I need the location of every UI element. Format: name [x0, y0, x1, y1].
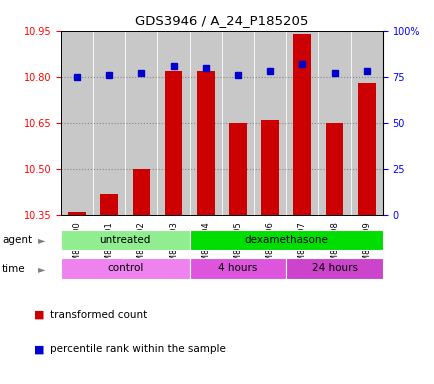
Bar	[189, 230, 382, 250]
Text: 24 hours: 24 hours	[311, 263, 357, 273]
Bar	[189, 258, 286, 279]
FancyBboxPatch shape	[189, 31, 221, 215]
Bar	[100, 194, 118, 215]
Bar	[229, 123, 246, 215]
Bar	[293, 34, 310, 215]
Text: agent: agent	[2, 235, 32, 245]
Bar	[286, 258, 382, 279]
FancyBboxPatch shape	[350, 31, 382, 215]
Text: transformed count: transformed count	[50, 310, 147, 320]
Text: dexamethasone: dexamethasone	[244, 235, 327, 245]
Bar	[261, 120, 278, 215]
Text: 4 hours: 4 hours	[218, 263, 257, 273]
Text: ►: ►	[37, 235, 45, 245]
FancyBboxPatch shape	[318, 31, 350, 215]
Bar	[61, 258, 189, 279]
FancyBboxPatch shape	[61, 31, 93, 215]
Text: percentile rank within the sample: percentile rank within the sample	[50, 344, 225, 354]
Bar	[68, 212, 85, 215]
Text: time: time	[2, 264, 26, 274]
Bar	[164, 71, 182, 215]
Bar	[357, 83, 375, 215]
Title: GDS3946 / A_24_P185205: GDS3946 / A_24_P185205	[135, 14, 308, 27]
Text: ►: ►	[37, 264, 45, 274]
Bar	[325, 123, 342, 215]
Bar	[61, 230, 189, 250]
Bar	[132, 169, 150, 215]
Bar	[197, 71, 214, 215]
FancyBboxPatch shape	[125, 31, 157, 215]
FancyBboxPatch shape	[93, 31, 125, 215]
FancyBboxPatch shape	[253, 31, 286, 215]
Text: control: control	[107, 263, 143, 273]
FancyBboxPatch shape	[286, 31, 318, 215]
FancyBboxPatch shape	[221, 31, 253, 215]
Text: ■: ■	[34, 344, 44, 354]
FancyBboxPatch shape	[157, 31, 189, 215]
Text: ■: ■	[34, 310, 44, 320]
Text: untreated: untreated	[99, 235, 151, 245]
